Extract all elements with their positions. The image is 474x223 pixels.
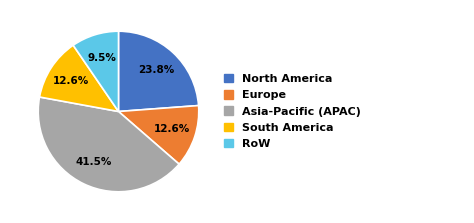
Text: 9.5%: 9.5% <box>88 53 116 63</box>
Wedge shape <box>39 45 118 112</box>
Wedge shape <box>73 31 118 112</box>
Text: 12.6%: 12.6% <box>53 76 90 86</box>
Text: 41.5%: 41.5% <box>76 157 112 167</box>
Wedge shape <box>38 97 179 192</box>
Wedge shape <box>118 105 199 164</box>
Text: 23.8%: 23.8% <box>138 65 175 75</box>
Wedge shape <box>118 31 199 112</box>
Legend: North America, Europe, Asia-Pacific (APAC), South America, RoW: North America, Europe, Asia-Pacific (APA… <box>224 74 361 149</box>
Text: 12.6%: 12.6% <box>154 124 190 134</box>
